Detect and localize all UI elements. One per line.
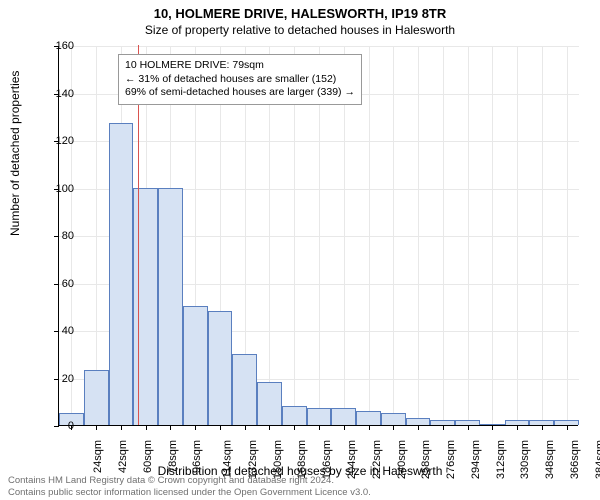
page-subtitle: Size of property relative to detached ho… — [0, 21, 600, 37]
y-tick-label: 60 — [44, 278, 74, 290]
footer: Contains HM Land Registry data © Crown c… — [8, 475, 371, 498]
gridline-v — [418, 46, 419, 426]
x-tick-mark — [567, 425, 568, 430]
gridline-v — [369, 46, 370, 426]
histogram-bar — [381, 413, 406, 425]
y-tick-label: 100 — [44, 183, 74, 195]
y-tick-label: 40 — [44, 325, 74, 337]
x-tick-mark — [369, 425, 370, 430]
gridline-v — [542, 46, 543, 426]
annotation-line3: 69% of semi-detached houses are larger (… — [125, 86, 355, 100]
histogram-bar — [505, 420, 530, 425]
x-tick-mark — [245, 425, 246, 430]
histogram-bar — [529, 420, 554, 425]
y-tick-label: 160 — [44, 40, 74, 52]
histogram-bar — [480, 424, 505, 425]
histogram-bar — [257, 382, 282, 425]
gridline-v — [393, 46, 394, 426]
histogram-bar — [282, 406, 307, 425]
histogram-bar — [84, 370, 109, 425]
x-tick-mark — [195, 425, 196, 430]
y-axis-label: Number of detached properties — [8, 71, 22, 236]
histogram-bar — [455, 420, 480, 425]
x-tick-mark — [517, 425, 518, 430]
histogram-bar — [133, 188, 158, 426]
x-tick-mark — [269, 425, 270, 430]
y-tick-label: 120 — [44, 135, 74, 147]
gridline-v — [96, 46, 97, 426]
x-tick-mark — [319, 425, 320, 430]
histogram-bar — [232, 354, 257, 425]
x-tick-mark — [542, 425, 543, 430]
x-tick-mark — [170, 425, 171, 430]
x-tick-mark — [393, 425, 394, 430]
x-tick-mark — [146, 425, 147, 430]
chart-container: 10, HOLMERE DRIVE, HALESWORTH, IP19 8TR … — [0, 0, 600, 500]
histogram-bar — [183, 306, 208, 425]
y-tick-label: 80 — [44, 230, 74, 242]
y-tick-label: 0 — [44, 420, 74, 432]
x-tick-mark — [220, 425, 221, 430]
x-tick-mark — [443, 425, 444, 430]
annotation-line1: 10 HOLMERE DRIVE: 79sqm — [125, 59, 355, 73]
gridline-v — [517, 46, 518, 426]
x-tick-mark — [96, 425, 97, 430]
histogram-bar — [307, 408, 332, 425]
x-tick-mark — [418, 425, 419, 430]
histogram-bar — [158, 188, 183, 426]
page-title: 10, HOLMERE DRIVE, HALESWORTH, IP19 8TR — [0, 0, 600, 21]
histogram-bar — [331, 408, 356, 425]
gridline-v — [443, 46, 444, 426]
histogram-bar — [430, 420, 455, 425]
histogram-bar — [554, 420, 579, 425]
y-tick-label: 20 — [44, 373, 74, 385]
annotation-box: 10 HOLMERE DRIVE: 79sqm ← 31% of detache… — [118, 54, 362, 105]
footer-line2: Contains public sector information licen… — [8, 487, 371, 498]
x-tick-mark — [492, 425, 493, 430]
y-tick-label: 140 — [44, 88, 74, 100]
gridline-v — [492, 46, 493, 426]
gridline-v — [468, 46, 469, 426]
footer-line1: Contains HM Land Registry data © Crown c… — [8, 475, 371, 486]
histogram-bar — [356, 411, 381, 425]
histogram-bar — [406, 418, 431, 425]
x-tick-mark — [344, 425, 345, 430]
x-tick-mark — [294, 425, 295, 430]
histogram-bar — [109, 123, 134, 425]
x-tick-mark — [468, 425, 469, 430]
x-tick-mark — [121, 425, 122, 430]
chart-area: 24sqm42sqm60sqm78sqm96sqm114sqm132sqm150… — [58, 46, 578, 426]
annotation-line2: ← 31% of detached houses are smaller (15… — [125, 73, 355, 87]
histogram-bar — [208, 311, 233, 425]
gridline-v — [567, 46, 568, 426]
